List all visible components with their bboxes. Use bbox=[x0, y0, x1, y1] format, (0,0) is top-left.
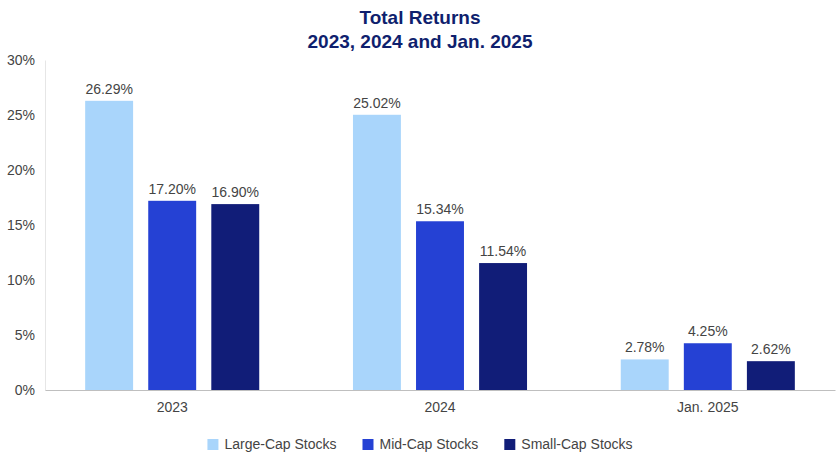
subtitle: 2023, 2024 and Jan. 2025 bbox=[308, 31, 533, 52]
data-label: 2.62% bbox=[751, 341, 791, 357]
legend-item: Mid-Cap Stocks bbox=[362, 436, 478, 452]
data-label: 26.29% bbox=[85, 81, 132, 97]
y-tick-label: 15% bbox=[7, 217, 35, 233]
bar bbox=[684, 343, 732, 390]
x-tick: 2024 bbox=[424, 390, 455, 415]
y-tick-label: 20% bbox=[7, 162, 35, 178]
data-labels: 26.29% 25.02% 2.78% 17.20% 15.34% 4.25% 16.90%… bbox=[85, 81, 790, 357]
data-label: 4.25% bbox=[688, 323, 728, 339]
legend-swatch bbox=[362, 439, 373, 450]
bar bbox=[747, 361, 795, 390]
x-tick: Jan. 2025 bbox=[677, 390, 739, 415]
y-tick-label: 25% bbox=[7, 107, 35, 123]
y-tick: 15% bbox=[7, 217, 45, 233]
bar bbox=[416, 221, 464, 390]
legend-swatch bbox=[207, 439, 218, 450]
y-tick-label: 5% bbox=[15, 327, 35, 343]
legend-label: Large-Cap Stocks bbox=[224, 436, 336, 452]
y-tick-label: 30% bbox=[7, 52, 35, 68]
y-tick: 0% bbox=[15, 382, 45, 398]
legend-label: Small-Cap Stocks bbox=[521, 436, 632, 452]
bar bbox=[479, 263, 527, 390]
x-tick-label: 2024 bbox=[424, 399, 455, 415]
bar bbox=[148, 201, 196, 390]
y-tick-label: 0% bbox=[15, 382, 35, 398]
legend-item: Large-Cap Stocks bbox=[207, 436, 336, 452]
data-label: 11.54% bbox=[480, 243, 526, 259]
y-tick: 20% bbox=[7, 162, 45, 178]
y-tick-label: 10% bbox=[7, 272, 35, 288]
y-axis: 0% 5% 10% 15% 20% 25% 30% bbox=[7, 52, 46, 398]
data-label: 25.02% bbox=[353, 95, 400, 111]
x-tick: 2023 bbox=[157, 390, 188, 415]
y-tick: 5% bbox=[15, 327, 45, 343]
legend-swatch bbox=[504, 439, 515, 450]
x-tick-label: Jan. 2025 bbox=[677, 399, 739, 415]
x-tick-label: 2023 bbox=[157, 399, 188, 415]
title: Total Returns bbox=[359, 7, 480, 28]
y-tick: 30% bbox=[7, 52, 45, 68]
data-label: 2.78% bbox=[625, 339, 665, 355]
legend-label: Mid-Cap Stocks bbox=[379, 436, 478, 452]
x-axis: 2023 2024 Jan. 2025 bbox=[46, 390, 836, 415]
bar bbox=[85, 101, 133, 390]
bar bbox=[353, 115, 401, 390]
bar bbox=[621, 359, 669, 390]
bar bbox=[211, 204, 259, 390]
x-axis-line bbox=[46, 390, 836, 391]
bars bbox=[85, 101, 795, 390]
y-tick: 25% bbox=[7, 107, 45, 123]
y-axis-line bbox=[45, 61, 46, 391]
y-tick: 10% bbox=[7, 272, 45, 288]
chart: Total Returns 2023, 2024 and Jan. 2025 0% 5… bbox=[0, 0, 840, 472]
data-label: 17.20% bbox=[148, 181, 195, 197]
legend-item: Small-Cap Stocks bbox=[504, 436, 632, 452]
data-label: 16.90% bbox=[212, 184, 259, 200]
data-label: 15.34% bbox=[416, 201, 463, 217]
legend: Large-Cap Stocks Mid-Cap Stocks Small-Cap … bbox=[207, 436, 632, 452]
